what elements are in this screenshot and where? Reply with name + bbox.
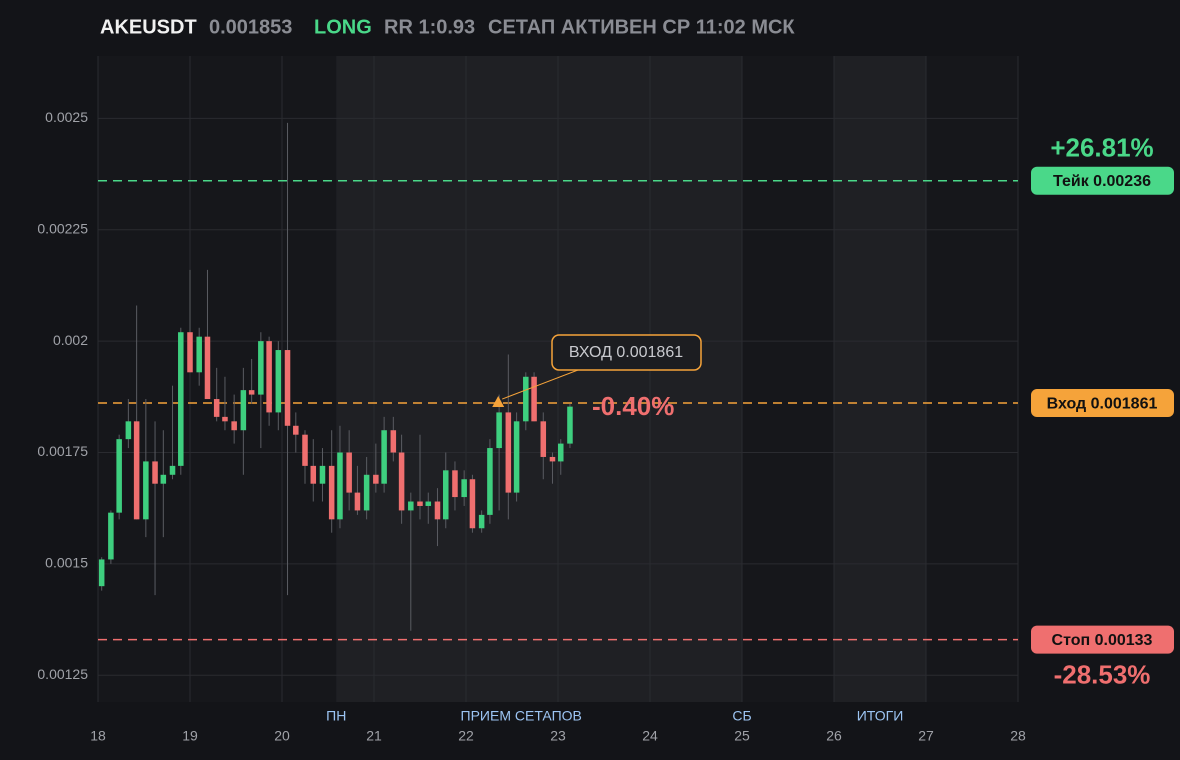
candle-body [549, 456, 556, 462]
candle-body [523, 376, 529, 422]
x-tick-label: 21 [366, 728, 382, 744]
price: 0.001853 [209, 16, 292, 38]
candle-body [284, 350, 291, 426]
candle-body [540, 421, 547, 457]
candle-body [125, 421, 132, 440]
candle-body [496, 412, 502, 449]
session-label: ПН [326, 708, 346, 724]
session-label: ПРИЕМ СЕТАПОВ [461, 708, 582, 724]
candle-body [187, 332, 193, 373]
x-tick-label: 25 [734, 728, 750, 744]
candle-body [240, 390, 247, 431]
candle-body [302, 434, 308, 466]
session-label: СБ [732, 708, 751, 724]
x-tick-label: 26 [826, 728, 842, 744]
y-tick-label: 0.0025 [45, 109, 88, 125]
entry-box [551, 334, 702, 371]
entry-marker [492, 396, 505, 408]
candle-body [373, 474, 379, 484]
y-tick-label: 0.002 [53, 332, 88, 348]
candle-body [390, 430, 397, 453]
candle-body [319, 465, 326, 484]
level-pct: -28.53% [1054, 660, 1151, 690]
status: СЕТАП АКТИВЕН СР 11:02 МСК [488, 16, 795, 38]
side: LONG [314, 16, 372, 38]
candle-body [143, 461, 149, 520]
candle-body [196, 336, 202, 373]
level-pill [1031, 166, 1174, 195]
current-pnl: -0.40% [592, 391, 674, 421]
candle-body [160, 474, 167, 484]
candle-body [266, 341, 272, 413]
level-pct: +26.81% [1050, 133, 1153, 163]
candle-body [108, 512, 114, 560]
candle-body [469, 479, 476, 529]
candle-body [381, 430, 387, 484]
session-shade [834, 56, 926, 702]
candle-body [408, 501, 414, 511]
y-tick-label: 0.0015 [45, 555, 88, 571]
candle-body [354, 492, 361, 511]
level-label: Вход 0.001861 [1047, 395, 1158, 412]
candle-body [310, 465, 317, 484]
candle-body [275, 350, 282, 413]
candle-body [452, 470, 458, 498]
candle-body [398, 452, 405, 511]
x-tick-label: 18 [90, 728, 106, 744]
y-tick-label: 0.00225 [37, 220, 88, 236]
candle-body [178, 332, 184, 466]
entry-pointer [502, 369, 579, 400]
candle-body [116, 439, 122, 513]
candle-body [222, 416, 228, 422]
y-tick-label: 0.00175 [37, 443, 88, 459]
candle-body [505, 412, 512, 493]
candle-body [346, 452, 352, 493]
candle-body [478, 514, 485, 529]
x-tick-label: 24 [642, 728, 658, 744]
x-tick-label: 22 [458, 728, 474, 744]
session-label: ИТОГИ [857, 708, 904, 724]
candle-body [231, 421, 237, 431]
level-label: Тейк 0.00236 [1053, 173, 1151, 190]
candle-body [531, 376, 537, 422]
candle-body [293, 425, 299, 435]
x-tick-label: 23 [550, 728, 566, 744]
candle-body [204, 336, 211, 400]
x-tick-label: 19 [182, 728, 198, 744]
candle-body [487, 448, 493, 515]
candle-body [425, 501, 432, 506]
session-shade [336, 56, 742, 702]
candle-body [558, 443, 564, 462]
x-tick-label: 27 [918, 728, 934, 744]
rr: RR 1:0.93 [384, 16, 475, 38]
x-tick-label: 28 [1010, 728, 1026, 744]
candle-body [434, 501, 441, 520]
candle-body [152, 461, 158, 484]
candle-body [363, 474, 370, 511]
candle-body [567, 406, 573, 444]
candle-body [133, 421, 140, 520]
candle-body [98, 559, 105, 587]
x-tick-label: 20 [274, 728, 290, 744]
candle-body [337, 452, 343, 520]
candle-body [513, 421, 520, 493]
candle-body [417, 501, 423, 506]
candle-body [328, 465, 335, 520]
y-tick-label: 0.00125 [37, 666, 88, 682]
candle-body [169, 465, 176, 475]
candle-body [213, 399, 220, 417]
candle-body [443, 470, 449, 520]
candle-body [248, 390, 255, 395]
symbol: AKEUSDT [100, 16, 197, 38]
entry-box-label: ВХОД 0.001861 [569, 344, 683, 361]
candle-body [461, 479, 467, 498]
level-pill [1031, 625, 1174, 654]
level-label: Стоп 0.00133 [1052, 632, 1153, 649]
level-pill [1031, 389, 1174, 418]
candle-body [258, 341, 264, 395]
